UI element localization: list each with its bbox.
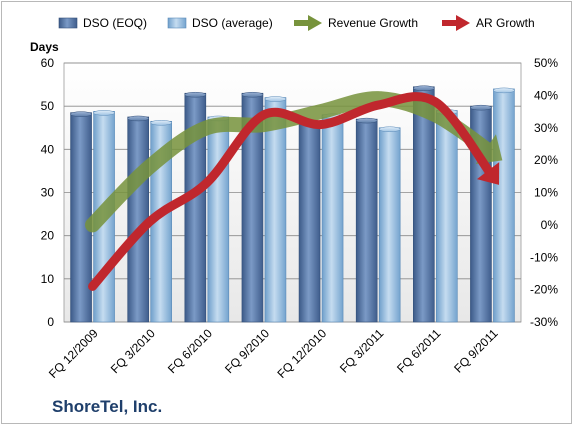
y2-tick-label: 10% <box>534 186 558 200</box>
legend-label-revenue-growth: Revenue Growth <box>328 16 418 30</box>
bar-cap-dso-eoq-fq-9-2011 <box>470 104 492 111</box>
y-tick-label: 60 <box>41 56 55 70</box>
bar-cap-dso-eoq-fq-6-2011 <box>413 85 435 91</box>
y2-tick-label: -20% <box>530 283 558 297</box>
x-tick-label: FQ 9/2011 <box>451 326 501 376</box>
bar-dso-eoq-fq-3-2011 <box>355 118 378 323</box>
legend-label-ar-growth: AR Growth <box>476 16 535 30</box>
x-tick-label: FQ 6/2010 <box>165 326 215 376</box>
bar-cap-dso-average-fq-12-2009 <box>93 110 115 116</box>
legend-swatch-ar-growth <box>442 15 470 31</box>
bar-cap-dso-eoq-fq-3-2010 <box>127 115 149 122</box>
legend-swatch-revenue-growth <box>294 15 322 31</box>
bar-dso-average-fq-6-2011 <box>436 110 458 323</box>
legend: DSO (EOQ) DSO (average) Revenue Growth A… <box>58 15 535 31</box>
x-tick-label: FQ 3/2011 <box>337 326 387 376</box>
y-axis-ticks: 0 10 20 30 40 50 60 <box>41 56 55 329</box>
y2-tick-label: -30% <box>530 315 558 329</box>
bar-dso-average-fq-12-2010 <box>321 114 344 323</box>
x-tick-label: FQ 12/2010 <box>274 326 329 381</box>
bar-dso-eoq-fq-12-2009 <box>70 112 92 323</box>
y-tick-label: 20 <box>41 229 55 243</box>
bar-cap-dso-average-fq-3-2010 <box>150 120 172 126</box>
bar-cap-dso-eoq-fq-9-2010 <box>241 91 264 98</box>
legend-swatch-dso-eoq <box>58 17 78 29</box>
x-axis-ticks: FQ 12/2009 FQ 3/2010 FQ 6/2010 FQ 9/2010 FQ … <box>46 326 501 381</box>
company-name: ShoreTel, Inc. <box>52 397 163 416</box>
bar-cap-dso-eoq-fq-6-2010 <box>184 91 207 98</box>
y-tick-label: 10 <box>41 272 55 286</box>
y2-tick-label: 0% <box>541 218 559 232</box>
bar-dso-eoq-fq-12-2010 <box>298 120 321 323</box>
arrowhead-ar-growth <box>476 162 500 185</box>
x-tick-label: FQ 12/2009 <box>46 326 101 381</box>
x-tick-label: FQ 3/2010 <box>108 326 158 376</box>
growth-lines <box>85 91 503 291</box>
bar-dso-average-fq-9-2011 <box>493 88 515 323</box>
bar-cap-dso-average-fq-9-2011 <box>493 87 515 94</box>
bar-cap-dso-average-fq-3-2011 <box>378 126 401 132</box>
x-tick-label: FQ 9/2010 <box>222 326 272 376</box>
y-tick-label: 30 <box>41 186 55 200</box>
bar-dso-eoq-fq-6-2011 <box>413 86 435 323</box>
y-axis-title: Days <box>30 40 59 54</box>
y-tick-label: 50 <box>41 99 55 113</box>
y2-axis-ticks: -30% -20% -10% 0% 10% 20% 30% 40% 50% <box>530 56 558 329</box>
x-tick-label: FQ 6/2011 <box>394 326 444 376</box>
bar-cap-dso-eoq-fq-12-2009 <box>70 111 92 117</box>
legend-label-dso-average: DSO (average) <box>192 16 273 30</box>
y2-tick-label: 30% <box>534 121 558 135</box>
bar-cap-dso-average-fq-9-2010 <box>264 96 287 102</box>
line-ar-growth <box>88 92 500 291</box>
bar-cap-dso-eoq-fq-3-2011 <box>355 117 378 124</box>
legend-label-dso-eoq: DSO (EOQ) <box>83 16 147 30</box>
bar-dso-average-fq-6-2010 <box>207 116 230 323</box>
legend-swatch-dso-average <box>167 17 187 29</box>
y2-tick-label: 50% <box>534 56 558 70</box>
y-tick-label: 40 <box>41 142 55 156</box>
y-tick-label: 0 <box>47 315 54 329</box>
line-path-ar-growth <box>88 92 497 291</box>
y2-tick-label: -10% <box>530 250 558 264</box>
y2-tick-label: 40% <box>534 88 558 102</box>
bar-dso-average-fq-3-2011 <box>378 127 401 323</box>
y2-tick-label: 20% <box>534 153 558 167</box>
